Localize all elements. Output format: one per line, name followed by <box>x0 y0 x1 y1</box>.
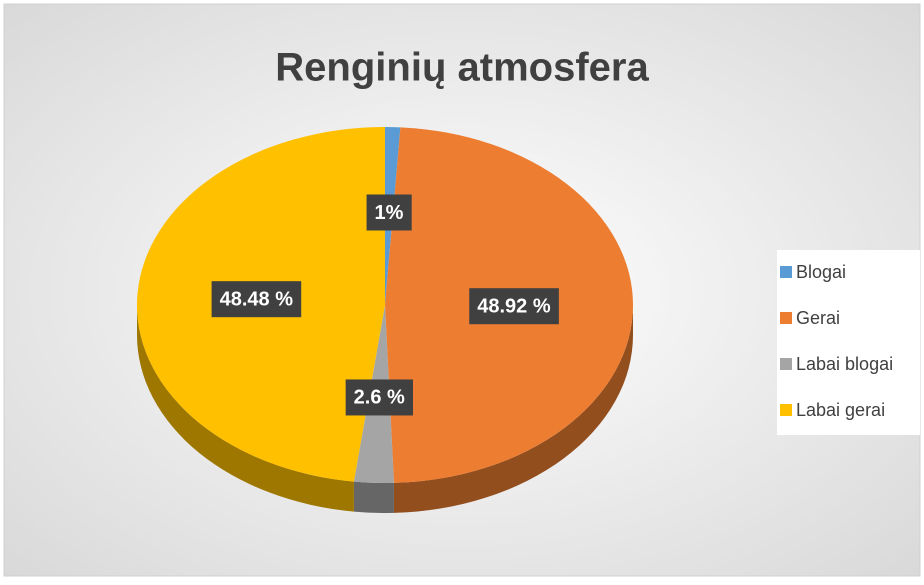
data-label: 48.92 % <box>477 295 551 317</box>
data-label: 2.6 % <box>354 387 405 409</box>
slice-side <box>353 481 394 514</box>
legend-swatch <box>780 404 792 416</box>
slice-side <box>137 305 354 512</box>
legend-swatch <box>780 266 792 278</box>
legend-box <box>777 250 920 435</box>
slice-side <box>393 305 633 513</box>
legend-label: Labai gerai <box>796 400 885 420</box>
chart-title: Renginių atmosfera <box>275 46 649 90</box>
legend-swatch <box>780 312 792 324</box>
data-label-box <box>211 281 302 318</box>
legend-swatch <box>780 358 792 370</box>
legend-label: Gerai <box>796 308 840 328</box>
data-label-box <box>345 379 414 416</box>
data-label-box <box>469 288 559 325</box>
data-label: 1% <box>375 202 404 224</box>
legend-label: Blogai <box>796 262 846 282</box>
legend-label: Labai blogai <box>796 354 893 374</box>
data-label: 48.48 % <box>220 288 294 310</box>
data-label-box <box>366 194 412 231</box>
